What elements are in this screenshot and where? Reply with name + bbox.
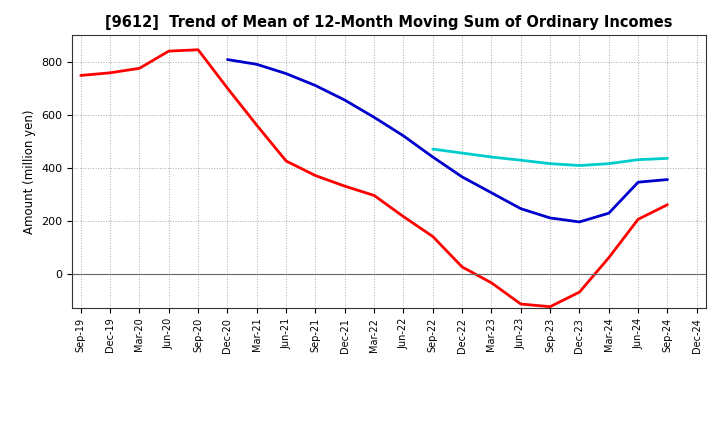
5 Years	[487, 190, 496, 195]
5 Years	[458, 174, 467, 180]
3 Years	[458, 264, 467, 270]
3 Years	[311, 173, 320, 178]
7 Years	[605, 161, 613, 166]
5 Years	[516, 206, 525, 211]
5 Years	[370, 115, 379, 120]
5 Years	[634, 180, 642, 185]
5 Years	[399, 133, 408, 139]
3 Years	[575, 290, 584, 295]
7 Years	[663, 156, 672, 161]
3 Years	[546, 304, 554, 309]
5 Years	[605, 211, 613, 216]
3 Years	[605, 255, 613, 260]
5 Years	[428, 154, 437, 160]
3 Years	[194, 47, 202, 52]
7 Years	[516, 158, 525, 163]
3 Years	[135, 66, 144, 71]
3 Years	[634, 216, 642, 222]
5 Years	[311, 83, 320, 88]
7 Years	[546, 161, 554, 166]
Line: 7 Years: 7 Years	[433, 149, 667, 165]
Line: 5 Years: 5 Years	[228, 59, 667, 222]
3 Years	[487, 280, 496, 286]
3 Years	[663, 202, 672, 207]
5 Years	[253, 62, 261, 67]
7 Years	[428, 147, 437, 152]
3 Years	[282, 158, 290, 164]
5 Years	[341, 97, 349, 103]
Legend: 3 Years, 5 Years, 7 Years, 10 Years: 3 Years, 5 Years, 7 Years, 10 Years	[179, 437, 598, 440]
3 Years	[341, 183, 349, 189]
3 Years	[76, 73, 85, 78]
3 Years	[106, 70, 114, 75]
3 Years	[164, 48, 173, 54]
Title: [9612]  Trend of Mean of 12-Month Moving Sum of Ordinary Incomes: [9612] Trend of Mean of 12-Month Moving …	[105, 15, 672, 30]
5 Years	[282, 71, 290, 76]
7 Years	[487, 154, 496, 160]
3 Years	[516, 301, 525, 307]
7 Years	[634, 157, 642, 162]
3 Years	[399, 214, 408, 219]
7 Years	[458, 150, 467, 156]
5 Years	[546, 215, 554, 220]
Y-axis label: Amount (million yen): Amount (million yen)	[22, 110, 35, 234]
3 Years	[253, 123, 261, 128]
3 Years	[428, 234, 437, 239]
7 Years	[575, 163, 584, 168]
3 Years	[370, 193, 379, 198]
5 Years	[663, 177, 672, 182]
5 Years	[575, 219, 584, 224]
Line: 3 Years: 3 Years	[81, 50, 667, 307]
3 Years	[223, 85, 232, 91]
5 Years	[223, 57, 232, 62]
